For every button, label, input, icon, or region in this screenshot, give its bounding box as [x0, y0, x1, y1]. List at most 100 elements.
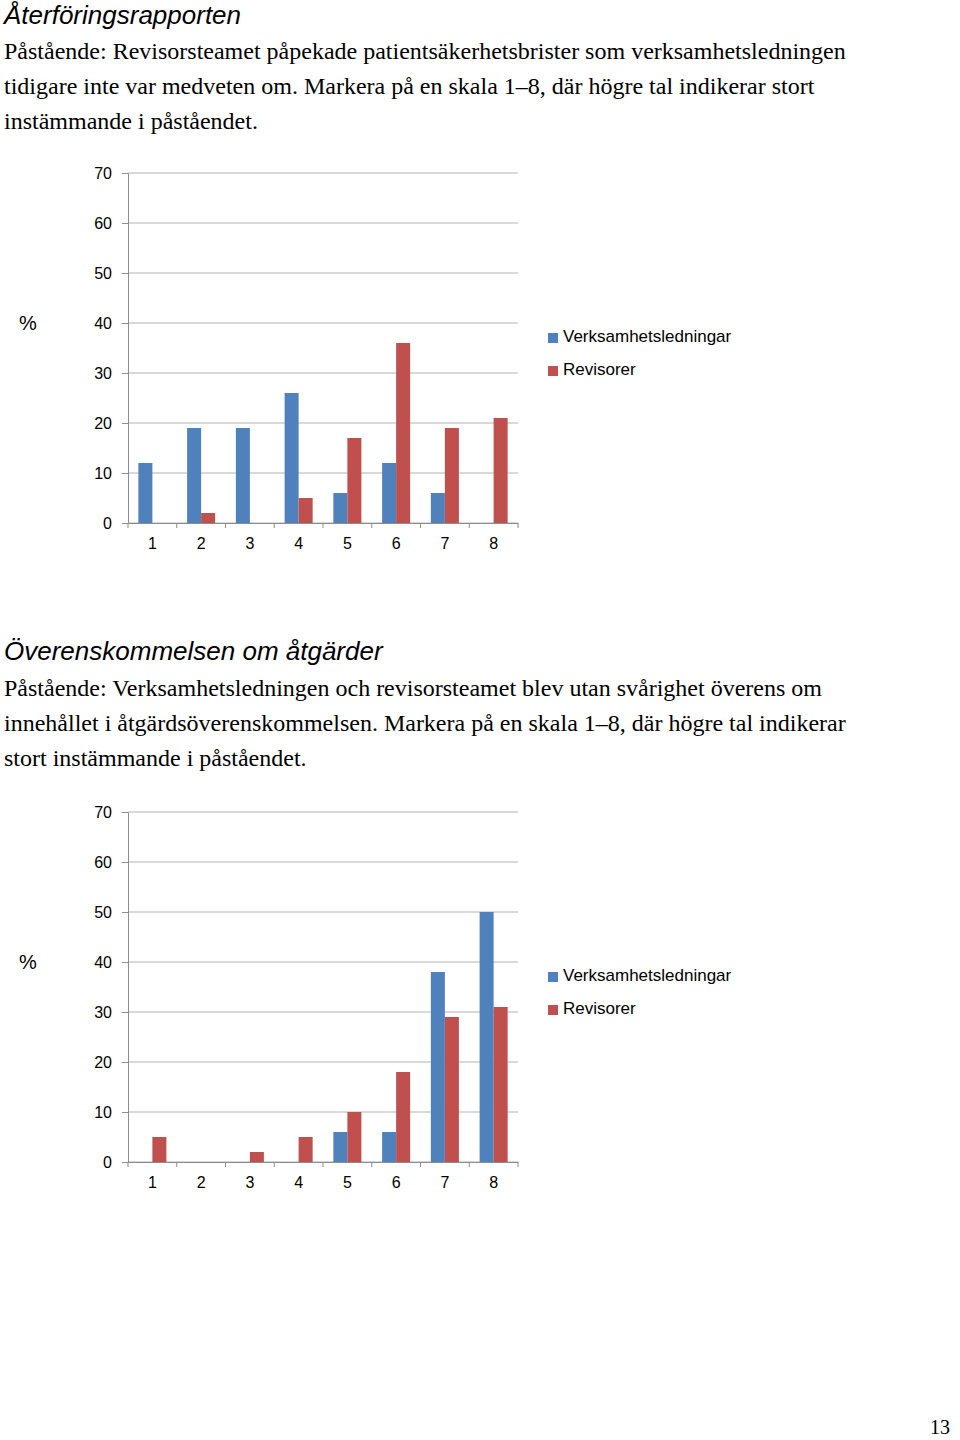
chart: 010203040506070%12345678Verksamhetsledni…: [0, 150, 960, 570]
y-tick-mark: [122, 423, 128, 424]
bar: [201, 1162, 215, 1163]
bar: [382, 463, 396, 523]
y-tick-label: 0: [103, 1154, 112, 1171]
grid-line: [128, 962, 518, 963]
category-dividers: [128, 1162, 518, 1167]
x-tick-label: 7: [440, 1174, 449, 1191]
bar: [396, 1072, 410, 1162]
x-tick-label: 1: [148, 1174, 157, 1191]
grid-line: [128, 1012, 518, 1013]
bar: [494, 418, 508, 523]
bar: [187, 1162, 201, 1163]
legend-swatch: [548, 366, 558, 376]
chart: 010203040506070%12345678Verksamhetsledni…: [0, 789, 960, 1209]
y-tick-label: 40: [94, 954, 112, 971]
y-tick-label: 70: [94, 804, 112, 821]
grid-line: [128, 373, 518, 374]
bar-series: [201, 343, 508, 523]
x-tick: 8: [489, 523, 498, 552]
y-tick-label: 10: [94, 465, 112, 482]
y-tick: 50: [94, 904, 128, 921]
x-tick: 4: [294, 1162, 303, 1191]
bar: [480, 912, 494, 1162]
legend-item: Revisorer: [548, 999, 636, 1018]
x-tick-label: 7: [440, 535, 449, 552]
x-tick-label: 2: [197, 1174, 206, 1191]
y-tick-label: 30: [94, 1004, 112, 1021]
bar: [445, 428, 459, 523]
y-tick-mark: [122, 223, 128, 224]
chart-title: Överenskommelsen om åtgärder: [4, 636, 383, 667]
y-tick: 20: [94, 1054, 128, 1071]
bar: [494, 1007, 508, 1162]
category-divider: [469, 1162, 470, 1167]
y-tick-mark: [122, 1162, 128, 1163]
legend-item: Revisorer: [548, 360, 636, 379]
y-tick: 30: [94, 365, 128, 382]
y-tick-mark: [122, 473, 128, 474]
y-axis: 010203040506070: [94, 804, 128, 1171]
x-tick-label: 5: [343, 1174, 352, 1191]
y-tick-mark: [122, 1062, 128, 1063]
y-tick-mark: [122, 812, 128, 813]
chart-title: Återföringsrapporten: [4, 0, 241, 31]
x-tick-label: 4: [294, 1174, 303, 1191]
category-divider: [371, 1162, 372, 1167]
category-divider: [176, 1162, 177, 1167]
bar: [236, 428, 250, 523]
bar: [382, 1132, 396, 1162]
y-tick: 10: [94, 465, 128, 482]
y-tick-mark: [122, 173, 128, 174]
category-dividers: [128, 523, 518, 528]
grid-line: [128, 473, 518, 474]
y-tick-mark: [122, 862, 128, 863]
x-tick: 5: [343, 523, 352, 552]
bar: [138, 1162, 152, 1163]
x-tick: 7: [440, 523, 449, 552]
category-divider: [420, 523, 421, 528]
legend-swatch: [548, 972, 558, 982]
y-tick: 40: [94, 315, 128, 332]
y-tick: 70: [94, 165, 128, 182]
x-tick: 6: [392, 1162, 401, 1191]
page-number: 13: [930, 1416, 950, 1439]
grid-line: [128, 862, 518, 863]
category-divider: [274, 523, 275, 528]
x-tick: 1: [148, 523, 157, 552]
bar: [187, 428, 201, 523]
y-tick-mark: [122, 1112, 128, 1113]
y-tick: 40: [94, 954, 128, 971]
x-tick-label: 3: [245, 535, 254, 552]
x-tick: 2: [197, 523, 206, 552]
y-tick-mark: [122, 912, 128, 913]
bar: [152, 1137, 166, 1162]
bar: [250, 1152, 264, 1162]
legend-item: Verksamhetsledningar: [548, 966, 732, 985]
category-divider: [225, 1162, 226, 1167]
x-axis: 12345678: [128, 523, 519, 552]
x-tick: 1: [148, 1162, 157, 1191]
y-tick-label: 70: [94, 165, 112, 182]
x-tick-label: 6: [392, 535, 401, 552]
grid-line: [128, 173, 518, 174]
grid-line: [128, 223, 518, 224]
y-axis-title: %: [19, 312, 37, 334]
bars: [152, 912, 507, 1162]
grid: [128, 173, 518, 523]
legend-label: Verksamhetsledningar: [563, 327, 732, 346]
category-divider: [225, 523, 226, 528]
y-axis-line: [128, 174, 129, 524]
y-axis-line: [128, 813, 129, 1163]
y-axis: 010203040506070: [94, 165, 128, 532]
y-tick-label: 20: [94, 415, 112, 432]
bar: [480, 523, 494, 524]
chart-subtitle: Påstående: Verksamhetsledningen och revi…: [4, 671, 894, 776]
y-tick: 0: [103, 1154, 128, 1171]
bar: [347, 1112, 361, 1162]
category-divider: [323, 1162, 324, 1167]
bars: [138, 343, 507, 523]
bar: [152, 523, 166, 524]
bar: [250, 523, 264, 524]
y-tick-mark: [122, 273, 128, 274]
bar: [333, 1132, 347, 1162]
